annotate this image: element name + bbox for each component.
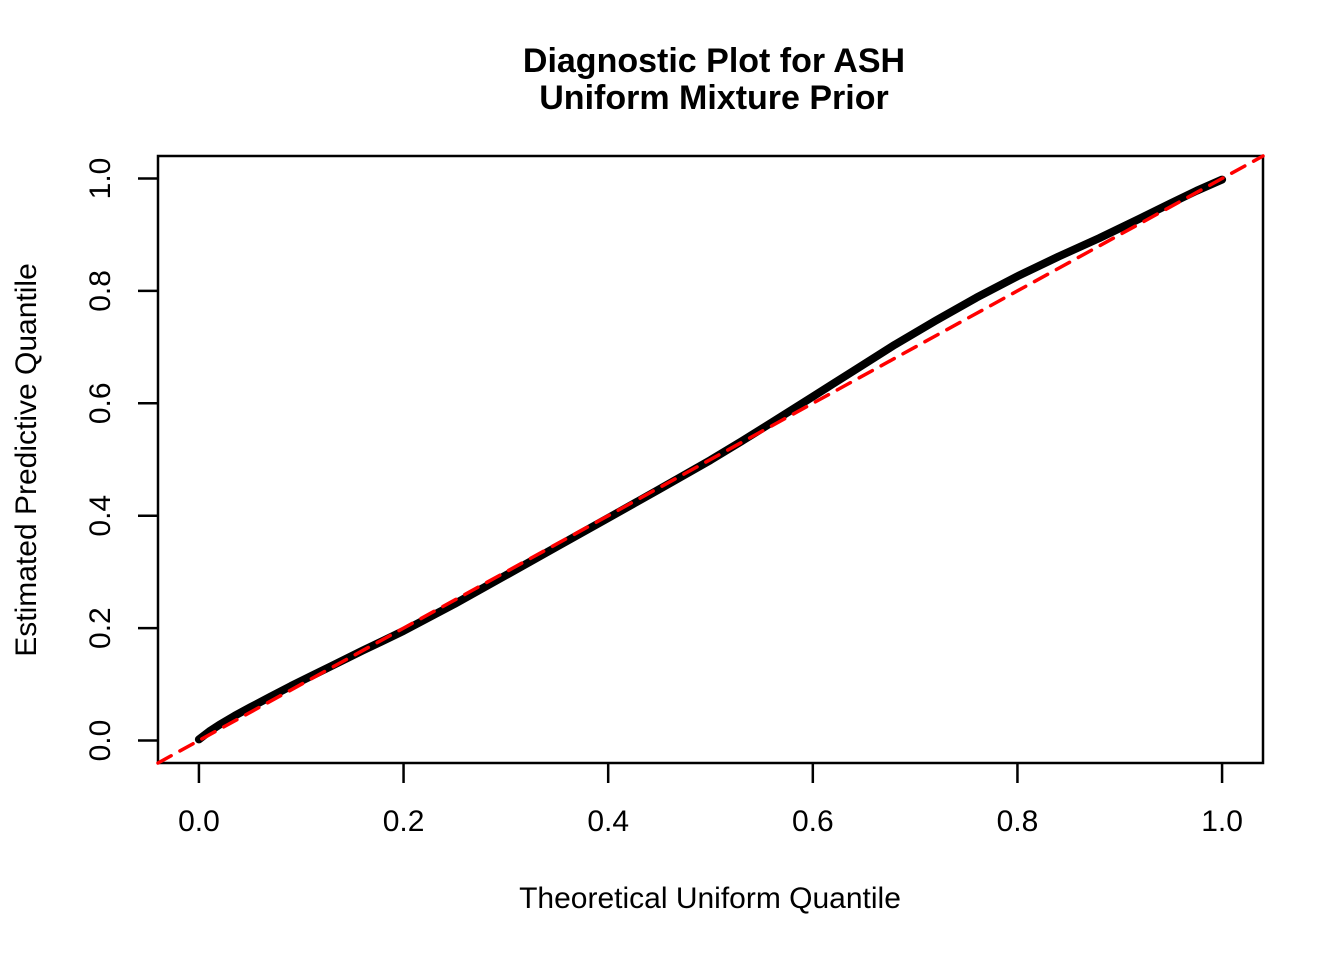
y-tick-label: 0.6 xyxy=(84,382,117,424)
x-tick-label: 0.8 xyxy=(997,805,1039,838)
y-axis-title: Estimated Predictive Quantile xyxy=(10,263,43,657)
x-tick-label: 0.2 xyxy=(383,805,425,838)
x-axis-title: Theoretical Uniform Quantile xyxy=(519,882,901,915)
x-axis-ticks: 0.0 0.2 0.4 0.6 0.8 1.0 xyxy=(178,763,1243,838)
reference-diagonal-line xyxy=(156,154,1265,765)
x-tick-label: 0.0 xyxy=(178,805,220,838)
x-tick-label: 1.0 xyxy=(1201,805,1243,838)
chart-title-line1: Diagnostic Plot for ASH xyxy=(523,42,905,80)
y-tick-label: 0.4 xyxy=(84,495,117,537)
y-tick-label: 0.8 xyxy=(84,270,117,312)
y-tick-label: 0.0 xyxy=(84,720,117,762)
x-tick-label: 0.4 xyxy=(587,805,629,838)
chart-title-line2: Uniform Mixture Prior xyxy=(539,79,888,117)
plot-box xyxy=(156,154,1265,765)
y-axis-ticks: 0.0 0.2 0.4 0.6 0.8 1.0 xyxy=(84,158,158,762)
plot-series xyxy=(156,154,1265,765)
estimated-predictive-quantile-curve xyxy=(194,175,1227,744)
y-tick-label: 1.0 xyxy=(84,158,117,200)
x-tick-label: 0.6 xyxy=(792,805,834,838)
y-tick-label: 0.2 xyxy=(84,607,117,649)
